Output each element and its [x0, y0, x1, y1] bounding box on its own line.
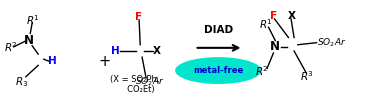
Text: $R^1$: $R^1$	[26, 13, 40, 27]
Text: N: N	[270, 40, 280, 53]
Text: $R^2$: $R^2$	[4, 40, 18, 54]
Text: $R_3$: $R_3$	[15, 75, 29, 89]
Ellipse shape	[175, 57, 262, 84]
Text: N: N	[23, 34, 33, 47]
Text: DIAD: DIAD	[204, 25, 233, 35]
Text: metal-free: metal-free	[193, 66, 243, 75]
Text: (X = SO₂Ph,
     CO₂Et): (X = SO₂Ph, CO₂Et)	[110, 75, 160, 94]
Text: F: F	[135, 12, 142, 22]
Text: $R^2$: $R^2$	[255, 65, 269, 78]
Text: X: X	[288, 11, 296, 21]
Text: $R^1$: $R^1$	[259, 17, 273, 31]
Text: H: H	[48, 56, 56, 66]
Text: $SO_2Ar$: $SO_2Ar$	[135, 76, 164, 88]
Text: $R^3$: $R^3$	[300, 69, 314, 83]
Text: X: X	[153, 46, 161, 56]
Text: $SO_2Ar$: $SO_2Ar$	[317, 36, 346, 49]
Text: +: +	[99, 54, 111, 69]
Text: F: F	[270, 11, 277, 21]
Text: H: H	[112, 46, 120, 56]
